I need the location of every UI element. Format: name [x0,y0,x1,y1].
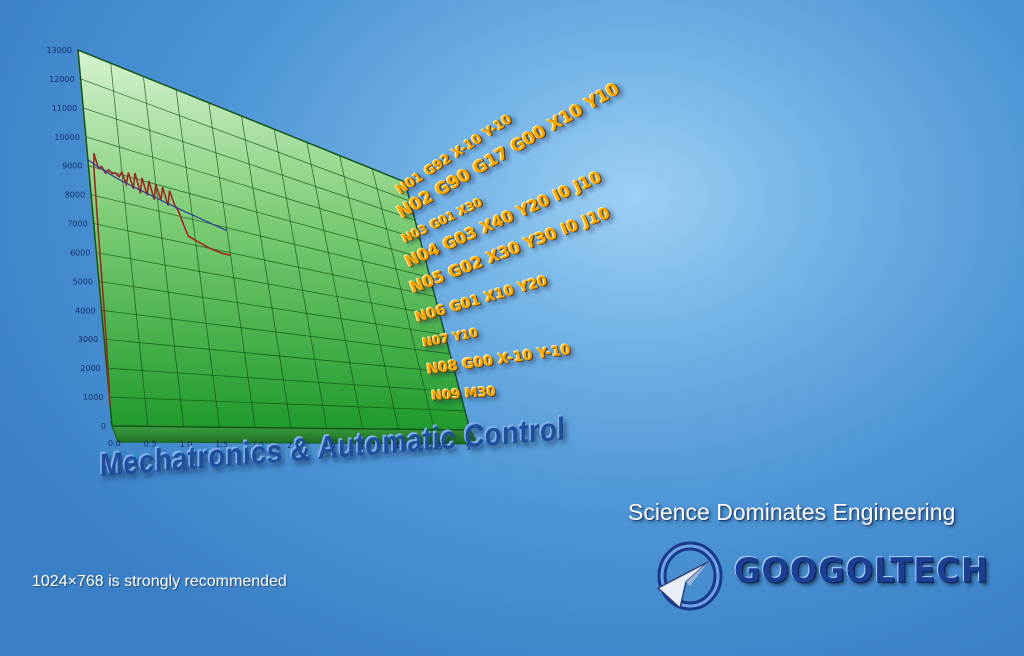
grid-line-horizontal [93,223,436,297]
y-tick-label: 0 [101,422,106,431]
grid-line-horizontal [101,309,451,355]
x-tick-label: 3.5 [359,442,372,451]
grid-line-horizontal [80,78,411,202]
grid-line-horizontal [96,252,441,316]
y-tick-label: 3000 [78,335,98,344]
grid-line-horizontal [85,136,421,240]
y-tick-label: 11000 [52,104,77,113]
grid-line-horizontal [109,396,466,412]
y-tick-label: 10000 [54,133,79,142]
grid-line-vertical [110,63,149,427]
grid-line-horizontal [90,194,431,278]
y-tick-label: 5000 [73,277,93,286]
grid-line-horizontal [106,367,461,393]
x-tick-label: 2.0 [251,441,264,450]
grid-line-horizontal [77,49,406,183]
y-tick-label: 6000 [70,248,90,257]
grid-line-vertical [143,76,184,427]
y-tick-label: 1000 [83,393,103,402]
perspective-chart: 0.0 0.5 1.0 1.5 2.0 2.5 3.0 3.5 4.0 4.5 5 0 1000 2000… [47,46,479,452]
grid-line-vertical [306,142,363,429]
tagline-text: Science Dominates Engineering [628,499,956,525]
grid-line-vertical [273,129,328,429]
x-tick-label: 1.0 [180,440,193,449]
grid-line-horizontal [88,165,426,259]
data-series-line [87,159,228,232]
x-tick-label: 0.5 [144,439,157,448]
grid-line-horizontal [111,425,471,431]
grid-line-vertical [404,181,471,431]
y-tick-label: 9000 [62,162,82,171]
grid-line-vertical [77,49,113,427]
x-tick-label: 1.5 [215,440,228,449]
x-tick-label: 2.5 [287,441,300,450]
grid-line-vertical [371,168,435,430]
grid-line-vertical [241,115,292,429]
grid-line-vertical [175,89,220,428]
y-tick-label: 13000 [47,46,72,55]
x-tick-label: 4.0 [394,442,407,451]
y-tick-label: 12000 [49,75,74,84]
grid-line-horizontal [83,107,416,221]
grid-line-horizontal [98,280,446,336]
x-tick-label: 5 [466,443,471,452]
y-tick-label: 8000 [65,191,85,200]
data-series-line [92,152,231,406]
y-tick-label: 2000 [80,364,100,373]
grid-line-vertical [208,102,256,428]
x-tick-label: 3.0 [323,441,336,450]
y-tick-label: 7000 [67,220,87,229]
grid-line-horizontal [104,338,456,374]
x-tick-label: 0.0 [108,439,121,448]
googoltech-logo-icon [656,541,723,611]
resolution-note: 1024×768 is strongly recommended [32,573,287,590]
grid-line-vertical [339,155,399,430]
brand-name: GOOGOLTECH [734,551,989,591]
x-tick-label: 4.5 [430,443,443,452]
y-tick-label: 4000 [75,306,95,315]
